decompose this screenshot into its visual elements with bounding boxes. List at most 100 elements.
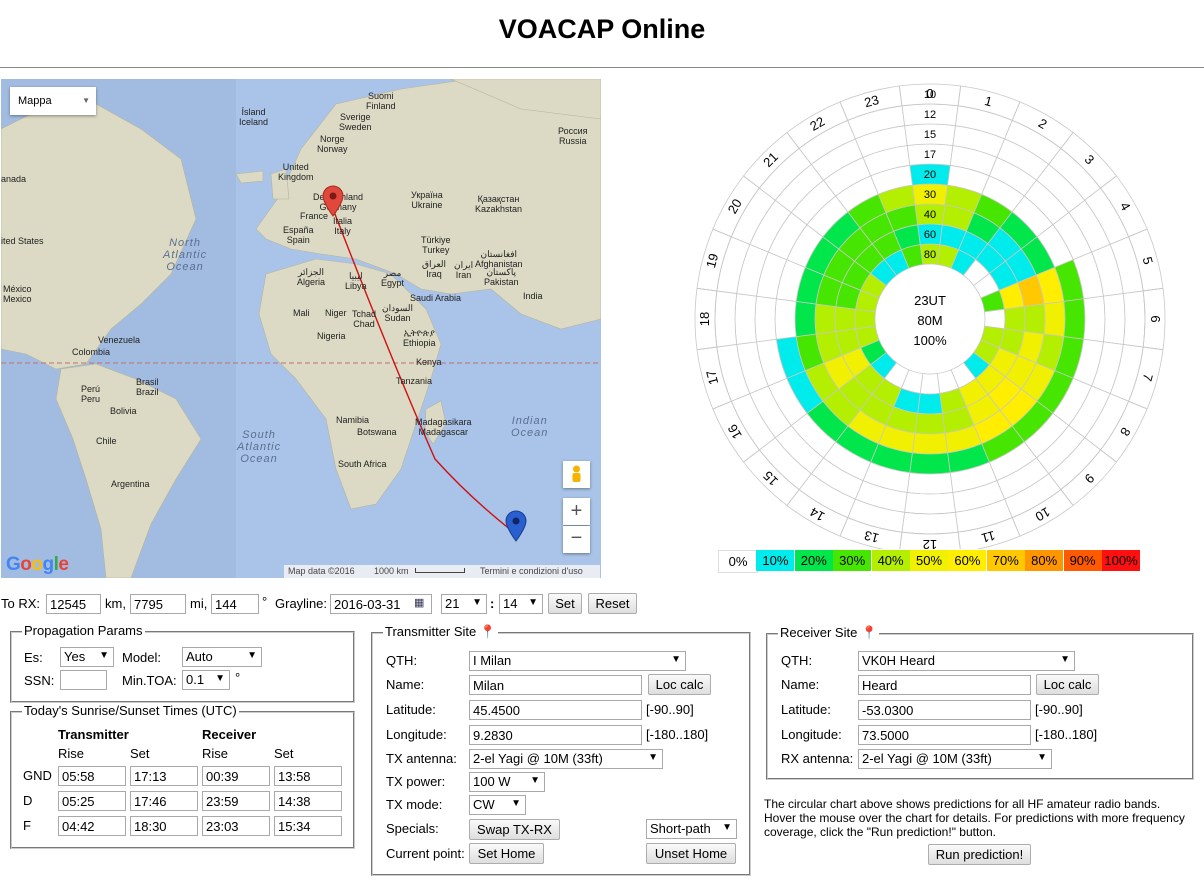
mi-unit: mi,: [190, 596, 208, 611]
rx-loc-calc-button[interactable]: Loc calc: [1036, 674, 1099, 695]
polar-cell[interactable]: [1043, 300, 1066, 338]
map-label-argentina: Argentina: [111, 479, 150, 489]
legend-swatch: 90%: [1063, 550, 1102, 571]
polar-cell[interactable]: [814, 303, 837, 335]
map-label-ethiopia: ኢትዮጵያ Ethiopia: [403, 328, 436, 348]
polar-cell[interactable]: [854, 308, 876, 330]
tx-longitude-input[interactable]: [469, 725, 642, 745]
path-select[interactable]: Short-path ▼: [646, 819, 737, 839]
grayline-reset-button[interactable]: Reset: [588, 593, 637, 614]
es-select[interactable]: Yes ▼: [60, 647, 114, 667]
bearing-input[interactable]: [211, 594, 259, 614]
distance-mi-input[interactable]: [130, 594, 186, 614]
toa-degree-unit: °: [235, 670, 241, 685]
sun-time-rx-rise-field[interactable]: [202, 816, 270, 836]
polar-cell[interactable]: [906, 472, 954, 495]
polar-hour-label: 22: [807, 114, 827, 134]
polar-cell[interactable]: [834, 306, 857, 332]
zoom-out-button[interactable]: −: [563, 526, 590, 553]
sun-time-tx-set-field[interactable]: [130, 816, 198, 836]
polar-cell[interactable]: [1023, 303, 1046, 335]
polar-cell[interactable]: [794, 300, 817, 338]
polar-cell[interactable]: [754, 295, 777, 343]
polar-cell[interactable]: [774, 298, 797, 340]
polar-cell[interactable]: [911, 432, 949, 455]
rx-qth-select[interactable]: VK0H Heard ▼: [858, 651, 1075, 671]
page-title: VOACAP Online: [498, 14, 706, 44]
polar-cell[interactable]: [1063, 298, 1086, 340]
sun-time-rx-set-field[interactable]: [274, 816, 342, 836]
swap-tx-rx-button[interactable]: Swap TX-RX: [469, 819, 560, 840]
sunrise-sunset-group: Today's Sunrise/Sunset Times (UTC): [10, 703, 355, 849]
polar-hour-divider: [898, 85, 903, 106]
polar-cell[interactable]: [914, 412, 946, 435]
polar-cell[interactable]: [904, 492, 956, 515]
distance-km-input[interactable]: [46, 594, 101, 614]
polar-cell[interactable]: [901, 511, 959, 535]
polar-cell[interactable]: [1103, 293, 1126, 345]
calendar-icon[interactable]: ▦: [414, 597, 425, 609]
polar-cell[interactable]: [1122, 290, 1146, 348]
set-home-button[interactable]: Set Home: [469, 843, 544, 864]
rx-longitude-input[interactable]: [858, 725, 1031, 745]
rx-name-input[interactable]: [858, 675, 1031, 695]
sun-time-rx-set-field[interactable]: [274, 766, 342, 786]
tx-latitude-input[interactable]: [469, 700, 642, 720]
map-label-botswana: Botswana: [357, 427, 397, 437]
tx-loc-calc-button[interactable]: Loc calc: [648, 674, 711, 695]
rx-marker-icon[interactable]: [505, 510, 527, 542]
sun-time-rx-rise-field[interactable]: [202, 791, 270, 811]
tx-qth-select[interactable]: I Milan ▼: [469, 651, 686, 671]
tx-rise-header: Rise: [58, 746, 85, 761]
map-label-indian-ocean: Indian Ocean: [511, 415, 549, 439]
chart-info-text: The circular chart above shows predictio…: [764, 797, 1185, 839]
map-label-kazakhstan: Қазақстан Kazakhstan: [475, 194, 523, 214]
grayline-set-button[interactable]: Set: [548, 593, 582, 614]
sun-time-tx-rise-field[interactable]: [58, 816, 126, 836]
sun-time-tx-set-field[interactable]: [130, 791, 198, 811]
google-logo[interactable]: Google: [6, 554, 69, 575]
polar-cell[interactable]: [919, 373, 941, 395]
map-type-dropdown[interactable]: Mappa ▼: [10, 87, 96, 115]
map-view[interactable]: Suomi Finland Sverige Sweden Norge Norwa…: [1, 79, 601, 578]
tx-marker-icon[interactable]: [322, 185, 344, 217]
propagation-polar-chart[interactable]: 0 123456789101112131415161718192021222380…: [660, 79, 1200, 549]
tx-mode-select[interactable]: CW ▼: [469, 795, 526, 815]
tx-power-select[interactable]: 100 W ▼: [469, 772, 545, 792]
ssn-input[interactable]: [60, 670, 107, 690]
map-label-turkey: Türkiye Turkey: [421, 235, 451, 255]
tx-antenna-select[interactable]: 2-el Yagi @ 10M (33ft) ▼: [469, 749, 663, 769]
polar-cell[interactable]: [714, 290, 738, 348]
rx-latitude-input[interactable]: [858, 700, 1031, 720]
unset-home-button[interactable]: Unset Home: [646, 843, 736, 864]
sun-row-label: D: [23, 793, 33, 808]
run-prediction-button[interactable]: Run prediction!: [928, 844, 1031, 865]
polar-cell[interactable]: [734, 293, 757, 345]
model-select[interactable]: Auto ▼: [182, 647, 262, 667]
sun-time-rx-rise-field[interactable]: [202, 766, 270, 786]
min-toa-select[interactable]: 0.1 ▼: [182, 670, 230, 690]
street-view-pegman-icon[interactable]: [563, 461, 590, 488]
grayline-date-input[interactable]: [330, 594, 432, 614]
polar-hour-divider: [957, 532, 961, 549]
sun-time-rx-set-field[interactable]: [274, 791, 342, 811]
sun-time-tx-rise-field[interactable]: [58, 766, 126, 786]
sun-time-tx-set-field[interactable]: [130, 766, 198, 786]
grayline-hour-select[interactable]: 21 ▼: [441, 594, 487, 614]
rx-antenna-select[interactable]: 2-el Yagi @ 10M (33ft) ▼: [858, 749, 1052, 769]
polar-cell[interactable]: [917, 392, 943, 415]
legend-swatch: 0%: [718, 550, 758, 573]
map-terms-link[interactable]: Termini e condizioni d'uso: [480, 566, 583, 576]
polar-cell[interactable]: [1003, 306, 1026, 332]
polar-cell[interactable]: [984, 308, 1006, 330]
grayline-hour-value: 21: [445, 596, 460, 611]
polar-cell[interactable]: [1083, 295, 1106, 343]
grayline-minute-select[interactable]: 14 ▼: [499, 594, 543, 614]
tx-name-input[interactable]: [469, 675, 642, 695]
zoom-in-button[interactable]: +: [563, 498, 590, 525]
map-label-madagascar: Madagasikara Madagascar: [415, 417, 472, 437]
polar-cell[interactable]: [909, 452, 951, 475]
sun-time-tx-rise-field[interactable]: [58, 791, 126, 811]
polar-hour-divider: [712, 228, 732, 238]
path-value: Short-path: [650, 821, 711, 836]
